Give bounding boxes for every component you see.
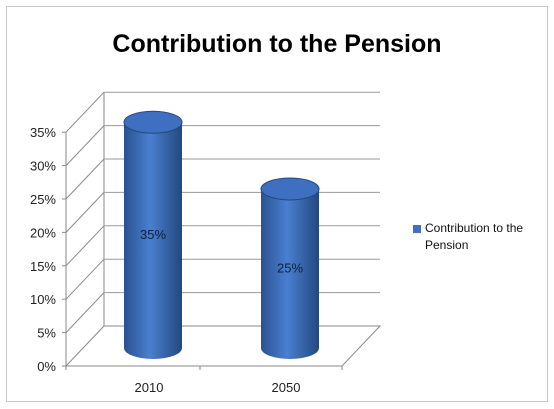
bar-body [124,122,182,359]
side-grid-line [65,192,105,233]
legend-swatch [413,225,421,233]
data-label: 35% [140,227,166,242]
y-tick-label: 5% [37,326,56,341]
bar-body [261,189,319,359]
chart-title: Contribution to the Pension [112,30,442,58]
side-grid-line [65,158,105,200]
y-tick-label: 15% [30,259,56,274]
legend-label: Contribution to the Pension [425,221,524,252]
side-grid-line [65,325,105,367]
y-tick-label: 20% [30,225,56,240]
y-tick-label: 30% [30,159,56,174]
bar-top [260,177,320,201]
x-tick-label: 2010 [135,380,164,395]
bar-top [123,110,183,134]
side-grid-line [65,125,105,166]
bar [260,177,320,359]
side-grid-line [65,292,105,333]
y-tick-label: 10% [30,292,56,307]
y-tick-label: 0% [37,359,56,374]
y-tick-label: 25% [30,192,56,207]
side-grid-line [65,258,105,300]
x-tick-label: 2050 [272,380,301,395]
legend: Contribution to the Pension [413,220,553,254]
floor [66,325,382,367]
data-label: 25% [277,261,303,276]
bar [123,110,183,359]
y-tick-label: 35% [30,125,56,140]
side-grid-line [65,91,105,133]
side-grid-line [65,225,105,267]
